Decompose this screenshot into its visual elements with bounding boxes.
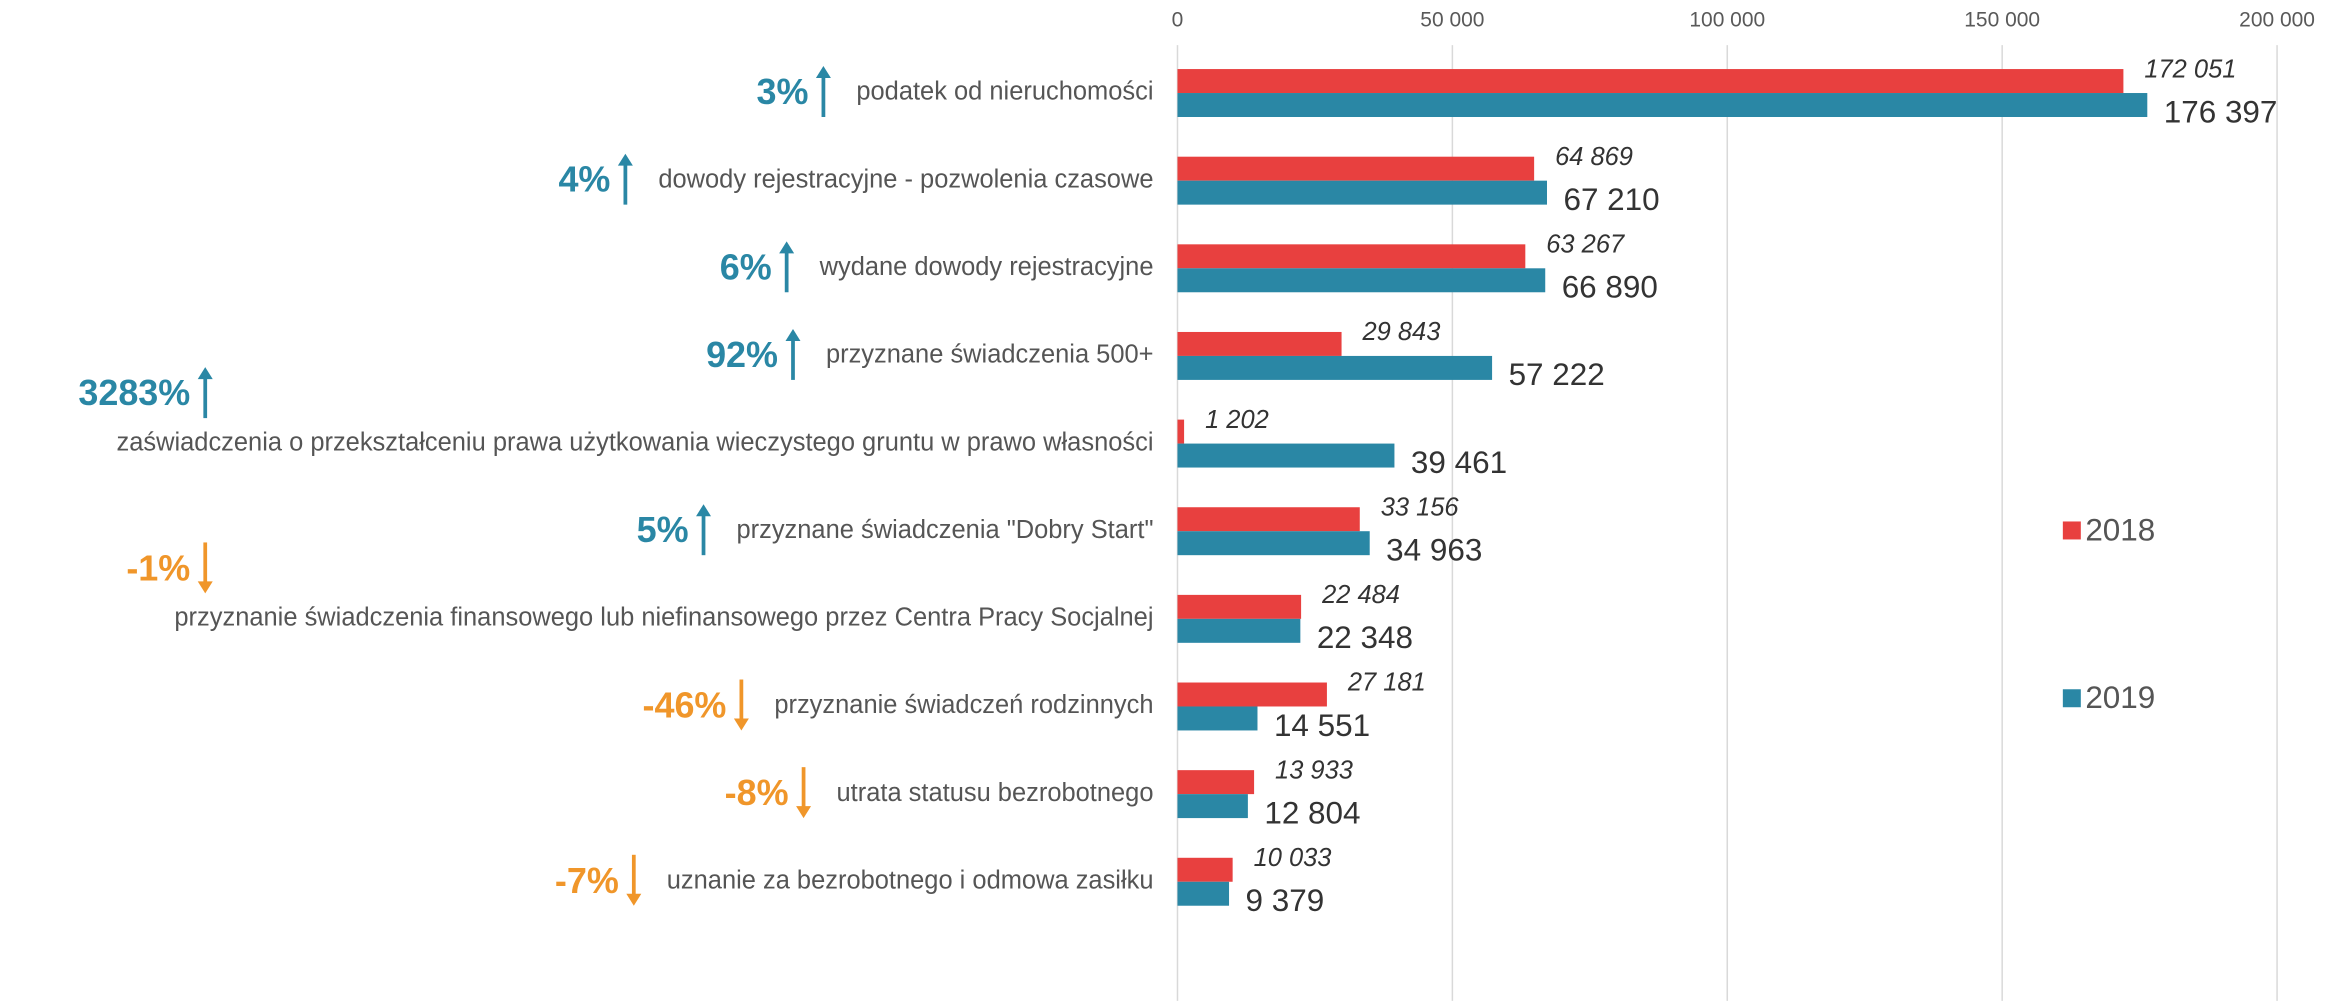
category-label: przyznanie świadczeń rodzinnych [774, 691, 1153, 719]
value-label: 67 210 [1563, 182, 1659, 217]
change-arrowhead [733, 718, 749, 731]
value-label: 10 033 [1254, 844, 1332, 872]
change-arrowhead [626, 893, 642, 906]
value-label: 22 348 [1317, 620, 1413, 655]
change-label: 3283% [78, 372, 190, 413]
x-tick-label: 0 [1172, 9, 1184, 32]
value-label: 39 461 [1411, 445, 1507, 480]
bar [1177, 594, 1302, 619]
value-label: 176 397 [2164, 94, 2278, 129]
value-label: 13 933 [1275, 756, 1353, 784]
category-label: utrata statusu bezrobotnego [837, 779, 1154, 807]
bar [1177, 244, 1526, 269]
bar [1177, 881, 1230, 906]
bar [1177, 682, 1327, 707]
value-label: 64 869 [1555, 143, 1633, 171]
change-arrowhead [696, 504, 712, 517]
change-label: -1% [126, 547, 190, 588]
change-arrowhead [796, 806, 812, 819]
value-label: 57 222 [1509, 357, 1605, 392]
legend-swatch [2062, 689, 2081, 708]
value-label: 12 804 [1264, 795, 1360, 830]
legend-label: 2019 [2085, 680, 2155, 715]
x-tick-label: 50 000 [1420, 9, 1484, 32]
change-label: -46% [642, 684, 726, 725]
change-label: -8% [725, 772, 789, 813]
bar [1177, 857, 1233, 882]
bar [1177, 770, 1255, 795]
category-label: uznanie za bezrobotnego i odmowa zasiłku [667, 866, 1154, 894]
category-label: przyznanie świadczenia finansowego lub n… [174, 604, 1153, 632]
bar [1177, 93, 2148, 117]
category-label: przyznane świadczenia "Dobry Start" [736, 516, 1153, 544]
bar [1177, 331, 1342, 356]
value-label: 63 267 [1546, 231, 1625, 259]
change-arrowhead [785, 328, 801, 341]
x-tick-label: 100 000 [1689, 9, 1765, 32]
legend-swatch [2062, 521, 2081, 540]
value-label: 34 963 [1386, 532, 1482, 567]
category-label: zaświadczenia o przekształceniu prawa uż… [116, 428, 1153, 456]
x-tick-label: 200 000 [2239, 9, 2315, 32]
bar [1177, 69, 2124, 94]
change-arrowhead [197, 581, 213, 594]
value-label: 66 890 [1562, 270, 1658, 305]
category-label: dowody rejestracyjne - pozwolenia czasow… [658, 165, 1153, 193]
value-label: 22 484 [1321, 581, 1400, 609]
category-label: przyznane świadczenia 500+ [826, 341, 1154, 369]
category-label: wydane dowody rejestracyjne [819, 253, 1154, 281]
value-label: 14 551 [1274, 708, 1370, 743]
change-label: 3% [756, 71, 808, 112]
bar [1177, 355, 1493, 380]
bar [1177, 419, 1185, 444]
bar [1177, 531, 1370, 556]
value-label: 172 051 [2144, 55, 2236, 83]
change-label: 5% [637, 509, 689, 550]
change-arrowhead [815, 66, 831, 79]
category-label: podatek od nieruchomości [856, 78, 1153, 106]
bar [1177, 507, 1360, 532]
change-arrowhead [197, 367, 213, 380]
x-tick-label: 150 000 [1964, 9, 2040, 32]
bar [1177, 794, 1248, 819]
change-arrowhead [779, 241, 795, 254]
value-label: 27 181 [1347, 669, 1426, 697]
change-label: 92% [706, 334, 778, 375]
bar [1177, 180, 1547, 205]
bar [1177, 443, 1395, 468]
value-label: 29 843 [1362, 318, 1441, 346]
value-label: 9 379 [1246, 883, 1325, 918]
bar [1177, 618, 1301, 643]
change-label: 6% [720, 246, 772, 287]
change-label: -7% [555, 860, 619, 901]
change-label: 4% [558, 159, 610, 200]
value-label: 1 202 [1205, 406, 1269, 434]
value-label: 33 156 [1381, 493, 1460, 521]
bar [1177, 268, 1546, 293]
bar [1177, 706, 1258, 731]
legend-label: 2018 [2085, 512, 2155, 547]
change-arrowhead [617, 153, 633, 166]
bar [1177, 156, 1535, 181]
